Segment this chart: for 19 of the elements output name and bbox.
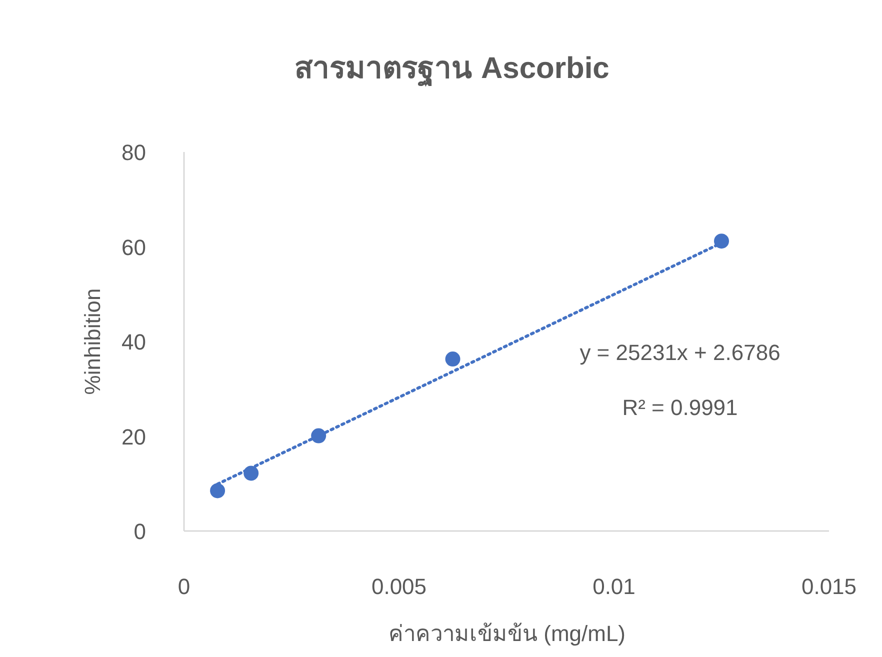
y-axis-title: %inhibition	[80, 288, 105, 395]
point	[714, 234, 729, 249]
y-tick-label: 80	[122, 140, 146, 165]
y-tick-label: 60	[122, 234, 146, 260]
x-axis-title: ค่าความเข้มข้น (mg/mL)	[388, 621, 626, 646]
annotation: y = 25231x + 2.6786	[580, 340, 780, 365]
point	[311, 428, 326, 444]
point	[244, 466, 259, 481]
x-tick-label: 0.005	[371, 574, 427, 599]
y-tick-label: 20	[122, 424, 146, 450]
x-tick-label: 0.015	[801, 574, 857, 599]
y-tick-label: 40	[122, 330, 146, 354]
chart-title: สารมาตรฐาน Ascorbic	[294, 52, 610, 88]
annotation: R² = 0.9991	[622, 395, 738, 420]
x-tick-label: 0	[178, 574, 190, 599]
x-tick-label: 0.01	[592, 574, 636, 599]
point	[445, 352, 460, 367]
point	[210, 483, 226, 498]
y-tick-label: 0	[134, 519, 146, 544]
